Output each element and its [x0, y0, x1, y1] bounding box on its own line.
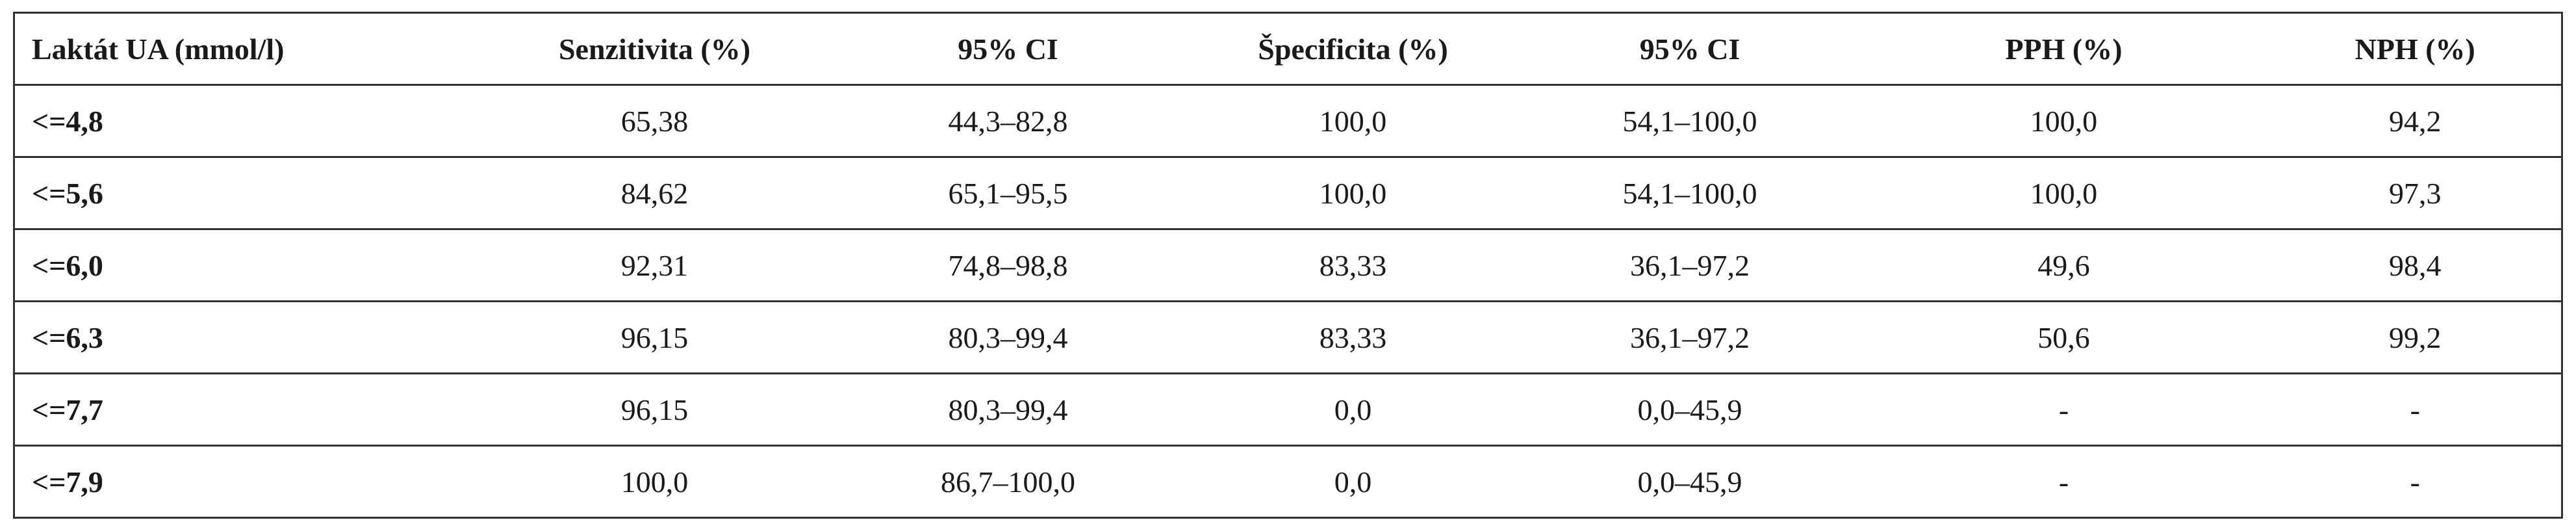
table-cell: 97,3	[2269, 157, 2562, 230]
table-cell: 36,1–97,2	[1521, 229, 1859, 302]
table-cell: -	[1858, 373, 2269, 447]
header-cell: NPH (%)	[2269, 12, 2562, 86]
header-row: Laktát UA (mmol/l) Senzitivita (%) 95% CI Š…	[14, 12, 2562, 86]
header-cell: 95% CI	[831, 12, 1185, 86]
table-cell: 100,0	[1858, 157, 2269, 230]
table-row: <=7,9 100,0 86,7–100,0 0,0 0,0–45,9- -	[14, 445, 2562, 519]
table-cell: 100,0	[1184, 84, 1522, 158]
table-cell: 36,1–97,2	[1521, 301, 1859, 374]
table-cell: 54,1–100,0	[1521, 157, 1859, 230]
header-cell: 95% CI	[1521, 12, 1859, 86]
table-row: <=6,3 96,15 80,3–99,4 83,33 36,1–97,2 50,6 99,…	[14, 301, 2562, 374]
table-cell: 54,1–100,0	[1521, 84, 1859, 158]
row-label: <=6,0	[14, 229, 478, 302]
table-cell: 0,0–45,9	[1521, 373, 1859, 447]
table-cell: 92,31	[478, 229, 832, 302]
table-cell: 65,1–95,5	[831, 157, 1185, 230]
table-cell: 83,33	[1184, 301, 1522, 374]
data-table: Laktát UA (mmol/l) Senzitivita (%) 95% CI Š…	[13, 12, 2563, 519]
table-cell: 65,38	[478, 84, 832, 158]
table-cell: 84,62	[478, 157, 832, 230]
row-label: <=5,6	[14, 157, 478, 230]
table-cell: 80,3–99,4	[831, 301, 1185, 374]
table-cell: 96,15	[478, 301, 832, 374]
table-cell: 0,0	[1184, 445, 1522, 519]
header-cell: PPH (%)	[1858, 12, 2269, 86]
header-cell: Senzitivita (%)	[478, 12, 832, 86]
table-cell: -	[2269, 373, 2562, 447]
table-cell: 74,8–98,8	[831, 229, 1185, 302]
table-cell: 50,6	[1858, 301, 2269, 374]
row-label: <=6,3	[14, 301, 478, 374]
table-cell: 100,0	[1858, 84, 2269, 158]
table-cell: 0,0–45,9	[1521, 445, 1859, 519]
row-label: <=4,8	[14, 84, 478, 158]
table-cell: 100,0	[478, 445, 832, 519]
table-cell: 0,0	[1184, 373, 1522, 447]
table-row: <=5,6 84,62 65,1–95,5 100,0 54,1–100,0 100,0 9…	[14, 157, 2562, 230]
row-label: <=7,7	[14, 373, 478, 447]
table-row: <=6,0 92,31 74,8–98,8 83,33 36,1–97,2 49,6 98,…	[14, 229, 2562, 302]
table-row: <=4,8 65,38 44,3–82,8 100,0 54,1–100,0 100,0 9…	[14, 84, 2562, 158]
header-cell: Špecificita (%)	[1184, 12, 1522, 86]
table-cell: 86,7–100,0	[831, 445, 1185, 519]
row-label: <=7,9	[14, 445, 478, 519]
table-cell: 49,6	[1858, 229, 2269, 302]
table-cell: -	[1858, 445, 2269, 519]
table-cell: 80,3–99,4	[831, 373, 1185, 447]
table-cell: 94,2	[2269, 84, 2562, 158]
table-cell: -	[2269, 445, 2562, 519]
table-cell: 98,4	[2269, 229, 2562, 302]
table-container: Laktát UA (mmol/l) Senzitivita (%) 95% CI Š…	[13, 12, 2563, 519]
table-row: <=7,7 96,15 80,3–99,4 0,0 0,0–45,9- -	[14, 373, 2562, 447]
table-cell: 96,15	[478, 373, 832, 447]
table-cell: 44,3–82,8	[831, 84, 1185, 158]
table-cell: 100,0	[1184, 157, 1522, 230]
header-cell: Laktát UA (mmol/l)	[14, 12, 478, 86]
table-cell: 83,33	[1184, 229, 1522, 302]
table-cell: 99,2	[2269, 301, 2562, 374]
